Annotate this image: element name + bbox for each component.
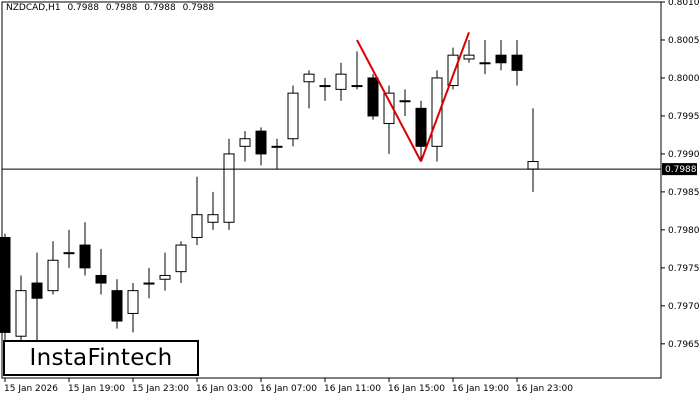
brand-logo-text: InstaFintech <box>29 345 173 371</box>
bear-candle-body <box>415 107 427 147</box>
x-tick-label: 16 Jan 11:00 <box>324 384 381 394</box>
bull-candle-body <box>271 145 283 148</box>
bull-candle-body <box>175 244 187 273</box>
y-tick-label: 0.8010 <box>668 0 700 8</box>
bear-candle-body <box>511 54 523 71</box>
bull-candle-body <box>447 54 459 87</box>
bull-candle-body <box>239 138 251 147</box>
bull-candle-body <box>463 54 475 60</box>
x-tick-label: 16 Jan 23:00 <box>516 384 573 394</box>
y-tick-label: 0.7970 <box>668 302 700 312</box>
bull-candle-body <box>527 161 539 170</box>
y-tick-label: 0.8005 <box>668 36 700 46</box>
open-value: 0.7988 <box>67 3 99 13</box>
chart-header: NZDCAD,H1 0.7988 0.7988 0.7988 0.7988 <box>6 3 218 13</box>
pattern-line <box>356 39 422 162</box>
bull-candle-body <box>15 290 27 337</box>
x-tick-label: 16 Jan 19:00 <box>452 384 509 394</box>
current-price-label: 0.7988 <box>665 165 697 175</box>
bull-candle-body <box>399 100 411 103</box>
bull-candle-body <box>207 214 219 223</box>
bull-candle-body <box>303 73 315 83</box>
y-tick-label: 0.7990 <box>668 150 700 160</box>
y-tick-label: 0.7985 <box>668 188 700 198</box>
bear-candle-body <box>255 130 267 155</box>
y-tick-label: 0.7965 <box>668 340 700 350</box>
bull-candle-body <box>335 73 347 90</box>
bull-candle-body <box>159 274 171 280</box>
bull-candle-body <box>351 85 363 88</box>
close-value: 0.7988 <box>182 3 215 13</box>
current-price-label-bg <box>662 163 697 176</box>
bull-candle-body <box>431 77 443 147</box>
y-tick-label: 0.8000 <box>668 74 700 84</box>
y-tick-label: 0.7980 <box>668 226 700 236</box>
bull-candle-body <box>223 153 235 223</box>
x-tick-label: 15 Jan 23:00 <box>132 384 189 394</box>
low-value: 0.7988 <box>144 3 176 13</box>
pattern-line <box>420 32 470 162</box>
bull-candle-body <box>479 62 491 65</box>
bull-candle-body <box>191 214 203 238</box>
bear-candle-body <box>95 274 107 284</box>
x-tick-label: 16 Jan 15:00 <box>388 384 445 394</box>
bear-candle-body <box>495 54 507 64</box>
bear-candle-body <box>0 236 11 333</box>
bull-candle-body <box>287 92 299 140</box>
brand-logo: InstaFintech <box>3 340 199 376</box>
x-tick-label: 16 Jan 07:00 <box>260 384 317 394</box>
bear-candle-body <box>79 244 91 269</box>
x-tick-label: 16 Jan 03:00 <box>196 384 253 394</box>
bear-candle-body <box>111 290 123 322</box>
bull-candle-body <box>63 252 75 255</box>
bull-candle-body <box>319 85 331 88</box>
bull-candle-body <box>47 259 59 292</box>
bull-candle-body <box>127 290 139 314</box>
x-tick-label: 15 Jan 2026 <box>4 384 58 394</box>
y-tick-label: 0.7995 <box>668 112 700 122</box>
bear-candle-body <box>31 282 43 299</box>
bear-candle-body <box>367 77 379 117</box>
bull-candle-body <box>143 282 155 285</box>
plot-frame <box>1 1 662 379</box>
x-tick-label: 15 Jan 19:00 <box>68 384 125 394</box>
y-tick-label: 0.7975 <box>668 264 700 274</box>
high-value: 0.7988 <box>105 3 138 13</box>
symbol-label: NZDCAD,H1 <box>6 3 61 13</box>
